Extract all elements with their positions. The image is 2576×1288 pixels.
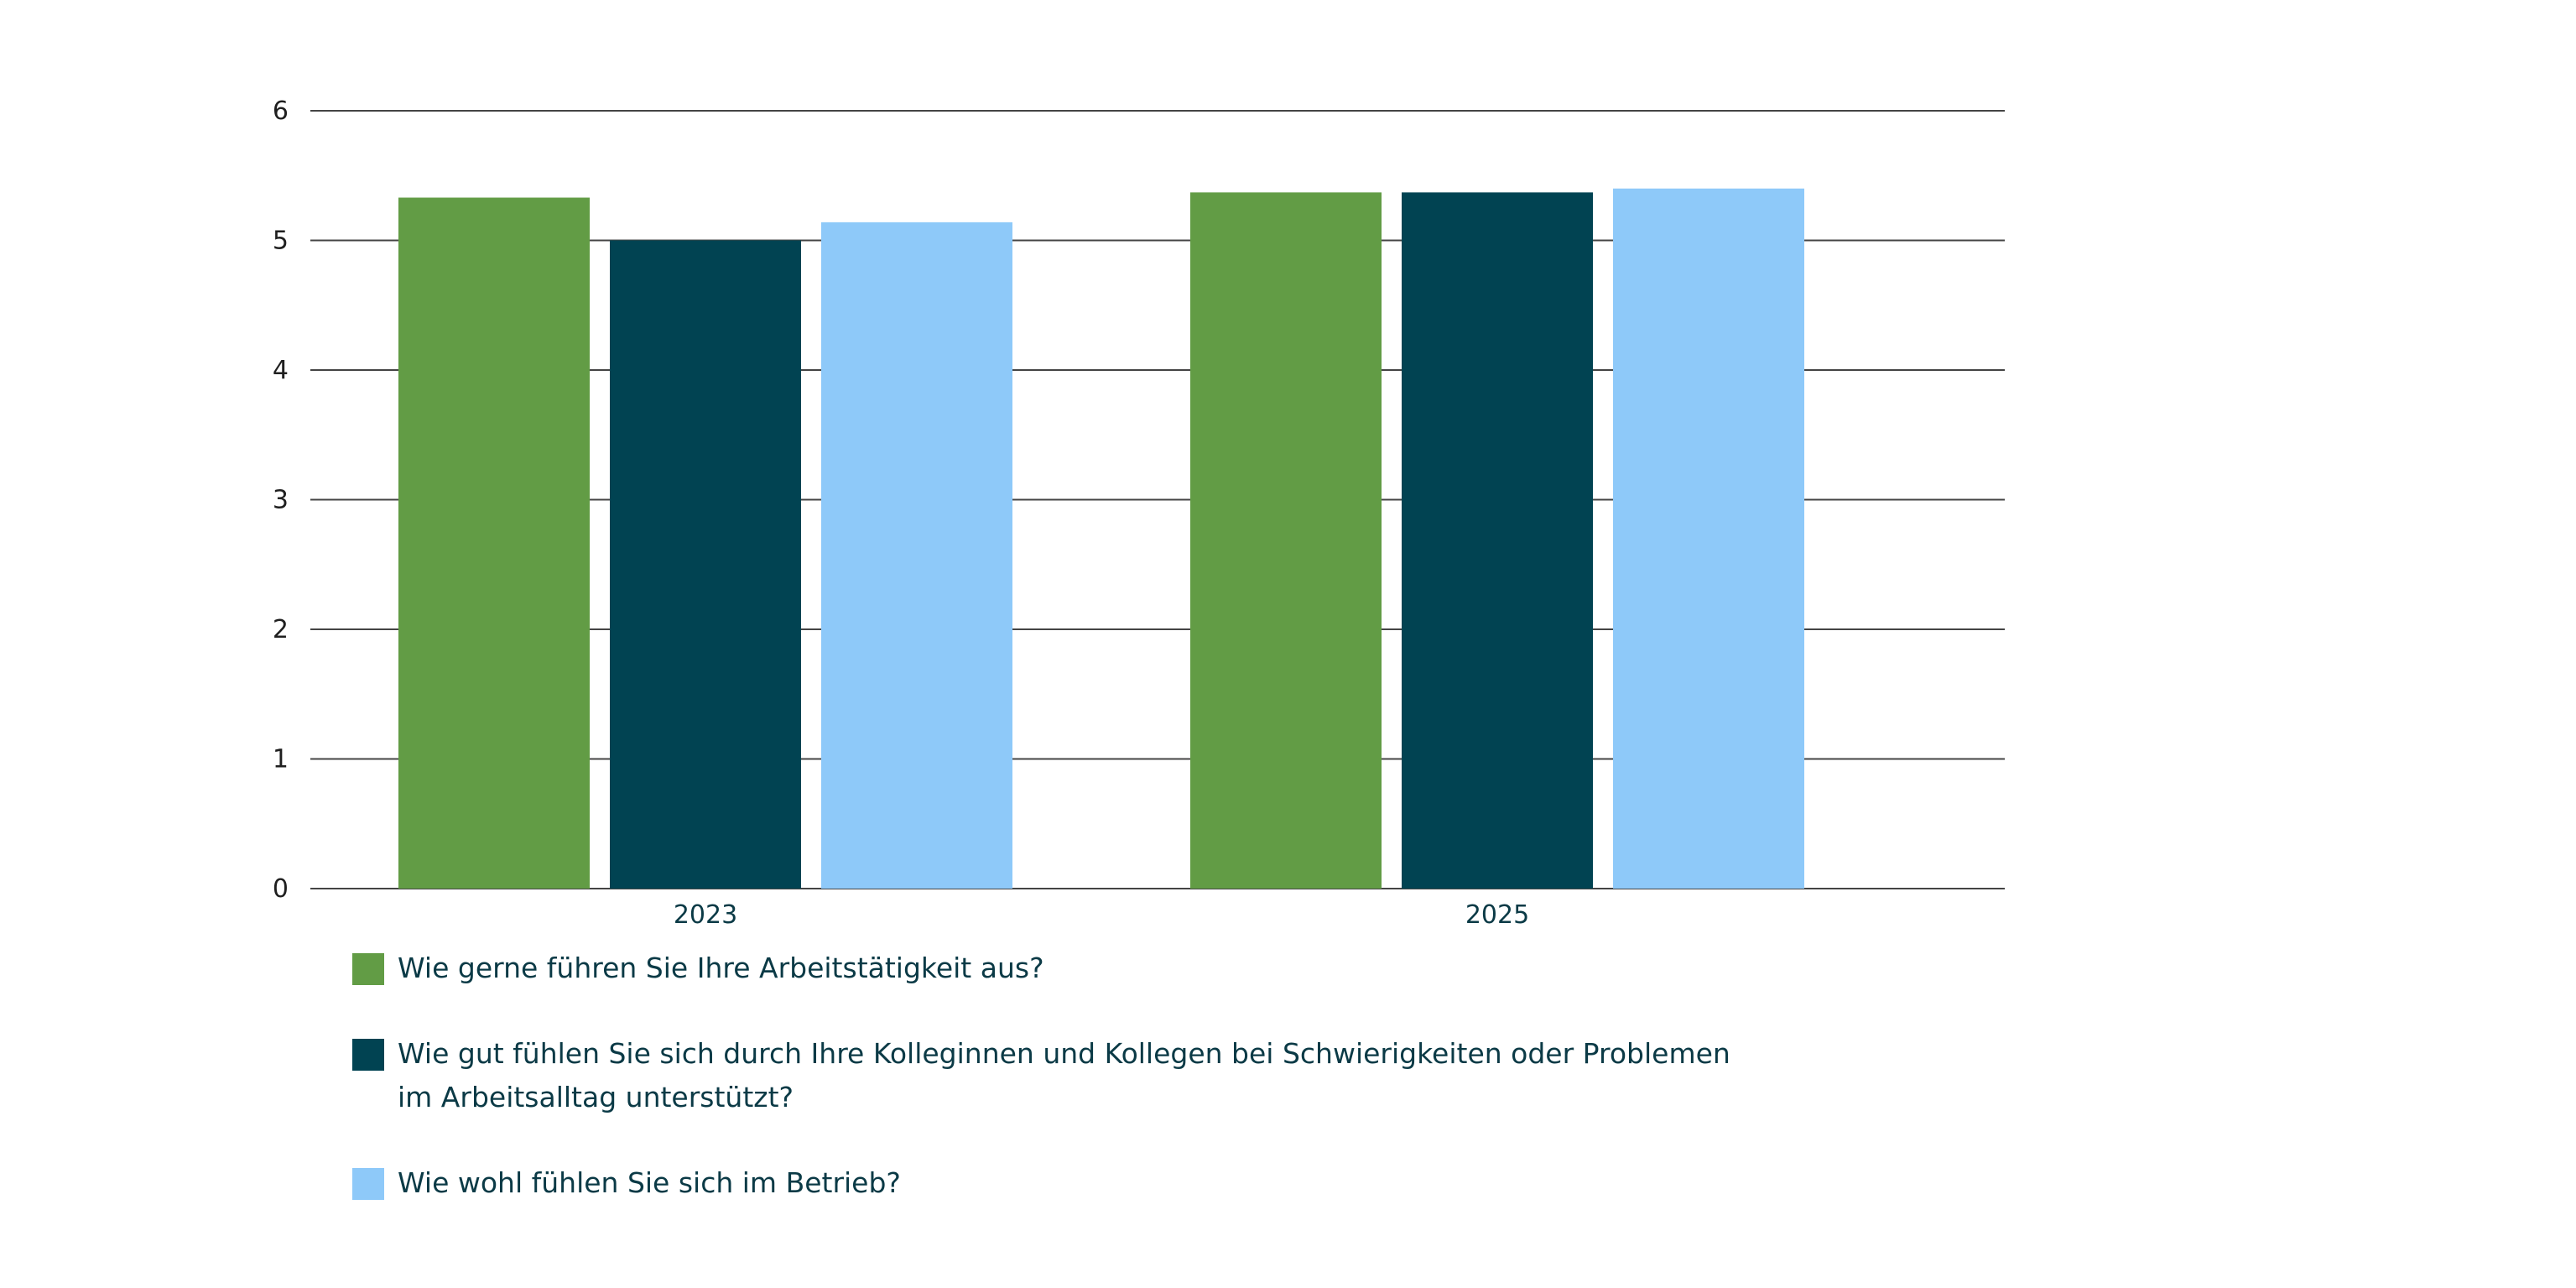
legend-item-1: Wie gerne führen Sie Ihre Arbeitstätigke… xyxy=(352,946,1778,990)
y-tick-label: 0 xyxy=(273,874,289,904)
x-category-label: 2025 xyxy=(1465,900,1529,930)
bar-2023-series-2 xyxy=(610,240,801,889)
bar-2023-series-1 xyxy=(398,197,590,889)
legend-swatch-3 xyxy=(352,1168,384,1200)
gridlines xyxy=(310,110,2005,889)
y-tick-label: 6 xyxy=(273,96,289,126)
y-tick-label: 1 xyxy=(273,745,289,774)
y-tick-label: 4 xyxy=(273,356,289,385)
legend-item-3: Wie wohl fühlen Sie sich im Betrieb? xyxy=(352,1161,1778,1205)
y-tick-label: 2 xyxy=(273,615,289,644)
bar-2025-series-2 xyxy=(1402,192,1593,889)
y-tick-label: 5 xyxy=(273,227,289,256)
bar-2025-series-1 xyxy=(1190,192,1382,889)
x-category-label: 2023 xyxy=(674,900,737,930)
legend-label-3: Wie wohl fühlen Sie sich im Betrieb? xyxy=(398,1166,901,1199)
bar-2023-series-3 xyxy=(821,222,1012,889)
legend-swatch-1 xyxy=(352,953,384,985)
bars xyxy=(398,188,1804,889)
y-axis-ticks: 0 1 2 3 4 5 6 xyxy=(273,96,289,904)
bar-2025-series-3 xyxy=(1613,188,1804,889)
legend: Wie gerne führen Sie Ihre Arbeitstätigke… xyxy=(352,946,1778,1247)
legend-item-2: Wie gut fühlen Sie sich durch Ihre Kolle… xyxy=(352,1032,1756,1119)
legend-swatch-2 xyxy=(352,1039,384,1071)
legend-label-2: Wie gut fühlen Sie sich durch Ihre Kolle… xyxy=(398,1037,1730,1113)
x-axis-categories: 2023 2025 xyxy=(674,900,1529,930)
y-tick-label: 3 xyxy=(273,486,289,515)
bar-chart: 0 1 2 3 4 5 6 2023 2025 xyxy=(273,96,2005,930)
legend-label-1: Wie gerne führen Sie Ihre Arbeitstätigke… xyxy=(398,952,1044,984)
